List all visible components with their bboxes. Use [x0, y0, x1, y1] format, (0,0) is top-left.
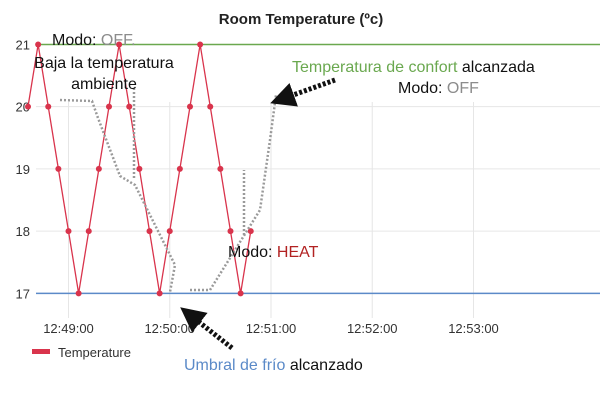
data-point: [156, 290, 163, 297]
data-point: [35, 41, 42, 48]
data-point: [217, 165, 224, 172]
x-tick-label: 12:53:00: [448, 321, 499, 336]
data-point: [116, 41, 123, 48]
annotation-arrows: [180, 77, 336, 350]
annotation-leaders: [59, 88, 278, 293]
data-point: [106, 103, 112, 110]
x-tick-label: 12:52:00: [347, 321, 398, 336]
data-point: [187, 103, 193, 110]
leader-heat: [190, 94, 278, 292]
y-tick-label: 18: [16, 224, 30, 239]
data-point: [146, 228, 153, 235]
chart-title: Room Temperature (ºc): [219, 11, 383, 28]
annotation-baja-line1: Baja la temperatura: [34, 55, 174, 72]
reference-lines: [36, 43, 600, 295]
y-tick-label: 21: [16, 37, 30, 52]
x-tick-label: 12:50:00: [144, 321, 195, 336]
annotation-confort: Temperatura de confort alcanzada: [292, 59, 535, 76]
annotation-baja-line2: ambiente: [71, 76, 137, 93]
legend-label-temperature: Temperature: [58, 345, 131, 360]
data-point: [25, 103, 31, 110]
data-point: [95, 165, 102, 172]
legend: Temperature: [32, 345, 131, 360]
data-point: [126, 103, 133, 110]
data-point: [85, 228, 92, 235]
annotation-modo-off-right: Modo: OFF: [398, 80, 479, 97]
arrow-umbral: [180, 307, 234, 350]
data-point: [207, 103, 214, 110]
data-point: [136, 165, 143, 172]
data-point: [55, 165, 62, 172]
y-tick-label: 19: [16, 162, 30, 177]
leader-off-top: [59, 98, 177, 293]
data-point: [75, 290, 82, 297]
annotation-modo-heat: Modo: HEAT: [228, 244, 319, 261]
series-temperature: [25, 41, 254, 297]
x-tick-label: 12:49:00: [43, 321, 94, 336]
data-point: [176, 165, 183, 172]
data-point: [197, 41, 204, 48]
data-point: [247, 228, 254, 235]
arrow-confort: [270, 77, 336, 107]
y-tick-label: 20: [16, 100, 30, 115]
x-tick-label: 12:51:00: [246, 321, 297, 336]
data-point: [166, 228, 173, 235]
y-tick-label: 17: [16, 286, 30, 301]
x-axis-ticks: 12:49:00 12:50:00 12:51:00 12:52:00 12:53:00: [43, 321, 499, 336]
y-axis-ticks: 17 18 19 20 21: [16, 37, 30, 301]
legend-swatch-temperature: [32, 349, 50, 354]
data-point: [237, 290, 244, 297]
data-point: [227, 228, 234, 235]
annotation-umbral: Umbral de frío alcanzado: [184, 357, 363, 374]
data-point: [65, 228, 72, 235]
data-point: [45, 103, 52, 110]
annotation-modo-off-top: Modo: OFF.: [52, 32, 136, 49]
